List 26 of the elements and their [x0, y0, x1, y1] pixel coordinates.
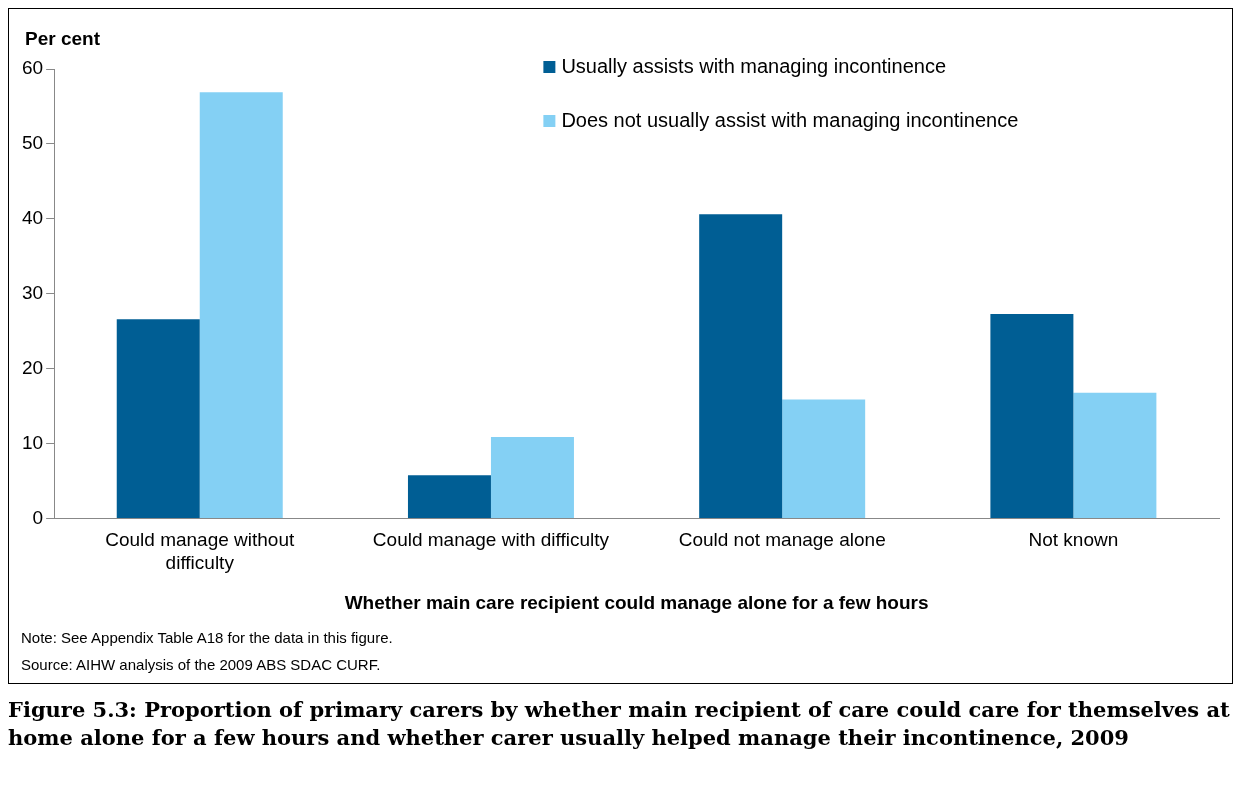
y-tick-label: 20: [21, 356, 44, 378]
bar: [116, 319, 200, 519]
bar: [490, 436, 574, 519]
x-tick-label: Could manage with difficulty: [372, 529, 610, 551]
bar: [1073, 392, 1157, 519]
text: Note: See Appendix Table A18 for the data in this figure.: [21, 629, 394, 646]
y-tick-label: 50: [21, 132, 44, 154]
source-note: Source: AIHW analysis of the 2009 ABS SDAC CURF.: [21, 656, 382, 673]
bar: [407, 475, 491, 519]
y-tick-label: 10: [21, 431, 44, 453]
y-tick-label: 60: [21, 57, 44, 79]
x-tick-label: Could not manage alone: [678, 529, 886, 551]
text: Figure 5.3: Proportion of primary carers by whether main recipient of care could care for themselves at home alone for a few hours and whether carer usually helped manage their incontinence, 2009: [8, 696, 1231, 753]
bar: [782, 399, 866, 519]
bar: [699, 214, 783, 519]
bar: [199, 92, 283, 519]
legend-label: Does not usually assist with managing incontinence: [561, 108, 1019, 131]
x-tick-label: Not known: [1028, 529, 1119, 551]
x-axis-title: Whether main care recipient could manage alone for a few hours: [344, 591, 929, 613]
y-tick-label: 30: [21, 282, 44, 304]
legend-label: Usually assists with managing incontinence: [561, 54, 947, 77]
y-tick-label: 40: [21, 207, 44, 229]
x-tick-label: Could manage without difficulty: [105, 529, 295, 574]
y-axis-title: Per cent: [25, 27, 101, 49]
y-tick-label: 0: [32, 506, 44, 528]
bar: [990, 314, 1074, 519]
